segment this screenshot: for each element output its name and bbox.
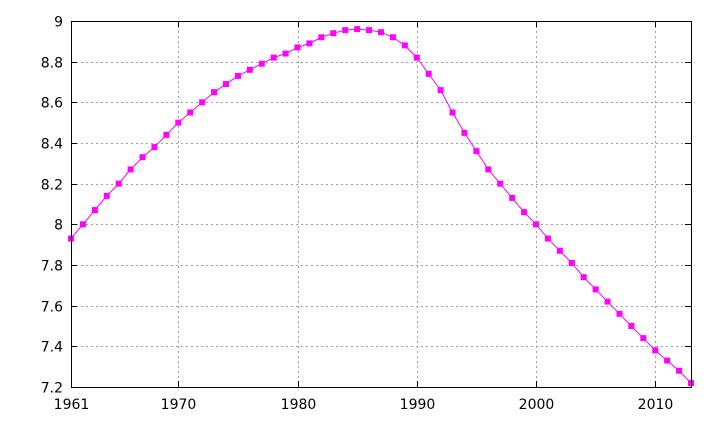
data-point-marker — [79, 221, 86, 228]
y-tick-label: 9 — [54, 15, 63, 31]
y-tick-label: 7.6 — [41, 300, 63, 316]
data-point-marker — [103, 192, 110, 199]
data-point-marker — [163, 131, 170, 138]
y-tick-label: 8.2 — [41, 178, 63, 194]
data-point-marker — [199, 99, 206, 106]
data-point-marker — [246, 66, 253, 73]
grid-lines — [71, 21, 691, 387]
data-point-marker — [306, 40, 313, 47]
data-point-marker — [449, 109, 456, 116]
data-point-marker — [354, 26, 361, 33]
y-tick-labels: 7.2 7.4 7.6 7.8 8 8.2 8.4 8.6 8.8 9 — [41, 15, 63, 397]
data-point-marker — [413, 54, 420, 61]
data-point-marker — [425, 70, 432, 77]
data-point-marker — [294, 44, 301, 51]
data-point-marker — [497, 180, 504, 187]
x-tick-label: 1970 — [161, 397, 197, 413]
data-point-marker — [544, 235, 551, 242]
data-point-marker — [342, 27, 349, 34]
y-tick-label: 7.4 — [41, 340, 63, 356]
data-point-marker — [628, 323, 635, 329]
data-point-marker — [91, 207, 98, 214]
data-point-marker — [604, 298, 611, 305]
data-point-marker — [580, 274, 587, 281]
data-point-marker — [652, 347, 659, 354]
y-tick-label: 8.6 — [41, 96, 63, 112]
y-tick-label: 8.4 — [41, 137, 63, 153]
data-point-marker — [115, 180, 122, 187]
x-tick-labels: 1961 1970 1980 1990 2000 2010 — [54, 397, 674, 413]
data-point-marker — [330, 30, 337, 37]
data-point-marker — [211, 89, 218, 96]
series-layer — [68, 26, 694, 386]
data-point-marker — [234, 72, 241, 79]
data-point-marker — [437, 87, 444, 94]
data-point-marker — [509, 194, 516, 201]
y-tick-label: 7.2 — [41, 381, 63, 397]
x-tick-label: 1990 — [400, 397, 436, 413]
y-tick-label: 8 — [54, 218, 63, 234]
data-point-marker — [318, 34, 325, 41]
data-point-marker — [401, 42, 408, 49]
data-point-marker — [151, 144, 158, 151]
data-point-marker — [485, 166, 492, 173]
axis-ticks — [71, 21, 691, 388]
plot-frame — [71, 21, 692, 388]
data-point-marker — [473, 148, 480, 155]
data-point-marker — [270, 54, 277, 61]
series-line — [70, 28, 692, 384]
data-point-marker — [556, 247, 563, 254]
data-point-marker — [568, 259, 575, 266]
data-point-marker — [223, 81, 229, 88]
data-point-marker — [139, 154, 146, 161]
data-point-marker — [378, 29, 384, 36]
data-point-marker — [258, 60, 265, 67]
data-point-marker — [127, 166, 134, 173]
data-point-marker — [187, 109, 194, 116]
data-point-marker — [592, 286, 599, 293]
data-point-marker — [175, 119, 182, 126]
data-point-marker — [664, 357, 671, 364]
x-tick-label: 2000 — [519, 397, 555, 413]
data-point-marker — [282, 50, 289, 57]
data-point-marker — [389, 34, 396, 41]
data-point-marker — [676, 367, 683, 374]
x-tick-label: 1980 — [281, 397, 317, 413]
data-point-marker — [521, 209, 528, 216]
data-point-marker — [640, 335, 647, 342]
y-tick-label: 7.8 — [41, 259, 63, 275]
data-point-marker — [461, 129, 468, 136]
data-point-marker — [533, 221, 539, 228]
y-tick-label: 8.8 — [41, 56, 63, 72]
data-point-marker — [616, 310, 623, 317]
x-tick-label: 2010 — [638, 397, 674, 413]
data-point-marker — [366, 27, 373, 34]
x-tick-label: 1961 — [54, 397, 90, 413]
